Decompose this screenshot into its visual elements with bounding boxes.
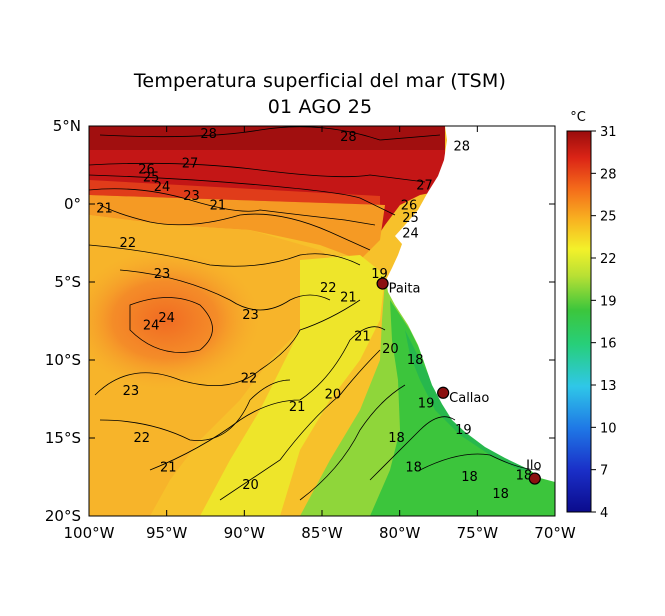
- x-tick-label: 90°W: [224, 524, 266, 542]
- city-label: Callao: [449, 391, 489, 406]
- y-tick-label: 5°N: [53, 117, 81, 135]
- contour-label: 18: [516, 468, 533, 483]
- contour-label: 22: [320, 281, 337, 296]
- contour-label: 23: [242, 308, 259, 323]
- contour-lines: [89, 126, 541, 501]
- x-tick-label: 70°W: [534, 524, 576, 542]
- contour-label: 26: [401, 199, 418, 214]
- x-tick-label: 80°W: [379, 524, 421, 542]
- city-marker: [528, 472, 541, 485]
- contour-label: 24: [402, 227, 419, 242]
- land-mass: [386, 126, 555, 482]
- contour-label: 22: [120, 236, 137, 251]
- contour-label: 25: [143, 170, 160, 185]
- contour-label: 25: [402, 211, 419, 226]
- y-tick-label: 0°: [64, 195, 81, 213]
- cities: Paita Callao Ilo: [376, 277, 542, 485]
- map-title: Temperatura superficial del mar (TSM): [133, 70, 507, 92]
- axis-ticks: 100°W 95°W 90°W 85°W 80°W 75°W 70°W 5°N 0° 5°S 10°…: [45, 117, 576, 542]
- contour-label: 21: [340, 291, 357, 306]
- city-label: Paita: [389, 282, 421, 297]
- contour-label: 24: [158, 311, 175, 326]
- contour-label: 21: [354, 330, 371, 345]
- contour-label: 21: [160, 461, 177, 476]
- colorbar-tick-label: 13: [600, 379, 617, 394]
- contour-label: 24: [154, 180, 171, 195]
- city-label: Ilo: [526, 459, 541, 474]
- colorbar-ticks: 31 28 25 22 19 16 13 10 7 4: [591, 125, 617, 521]
- y-tick-label: 10°S: [45, 351, 81, 369]
- contour-label: 27: [182, 156, 199, 171]
- map-date: 01 AGO 25: [267, 96, 373, 118]
- contour-label: 18: [461, 470, 478, 485]
- colorbar-tick-label: 19: [600, 294, 617, 309]
- x-tick-label: 100°W: [64, 524, 115, 542]
- contour-label: 18: [405, 461, 422, 476]
- y-tick-label: 5°S: [54, 273, 81, 291]
- contour-label: 20: [382, 342, 399, 357]
- contour-label: 21: [210, 199, 227, 214]
- colorbar-tick-label: 16: [600, 337, 617, 352]
- city-marker: [376, 277, 389, 290]
- colorbar-tick-label: 7: [600, 464, 608, 479]
- y-tick-label: 20°S: [45, 507, 81, 525]
- contour-label: 19: [418, 397, 435, 412]
- colorbar: [566, 130, 592, 513]
- contour-label: 22: [241, 372, 258, 387]
- contour-label: 23: [154, 267, 171, 282]
- colorbar-tick-label: 28: [600, 167, 617, 182]
- contour-label: 18: [388, 431, 405, 446]
- colorbar-tick-label: 10: [600, 421, 617, 436]
- contour-label: 23: [183, 189, 200, 204]
- contour-label: 28: [454, 139, 471, 154]
- colorbar-tick-label: 31: [600, 125, 617, 140]
- contour-label: 18: [492, 487, 509, 502]
- contour-label: 24: [143, 319, 160, 334]
- contour-label: 27: [416, 178, 433, 193]
- colorbar-tick-label: 22: [600, 252, 617, 267]
- colorbar-unit: °C: [570, 110, 586, 125]
- contour-label: 21: [289, 400, 306, 415]
- x-tick-label: 85°W: [301, 524, 343, 542]
- x-tick-label: 75°W: [457, 524, 499, 542]
- colorbar-tick-label: 4: [600, 506, 608, 521]
- contour-label: 23: [123, 384, 140, 399]
- contour-label: 28: [340, 130, 357, 145]
- contour-label: 22: [134, 431, 151, 446]
- contour-label: 28: [200, 127, 217, 142]
- contour-label: 18: [407, 353, 424, 368]
- y-tick-label: 15°S: [45, 429, 81, 447]
- colorbar-tick-label: 25: [600, 210, 617, 225]
- contour-label: 20: [325, 387, 342, 402]
- contour-label: 21: [96, 202, 113, 217]
- contour-label: 19: [455, 423, 472, 438]
- contour-label: 20: [242, 478, 259, 493]
- city-marker: [437, 386, 450, 399]
- x-tick-label: 95°W: [146, 524, 188, 542]
- contour-label: 26: [138, 163, 155, 178]
